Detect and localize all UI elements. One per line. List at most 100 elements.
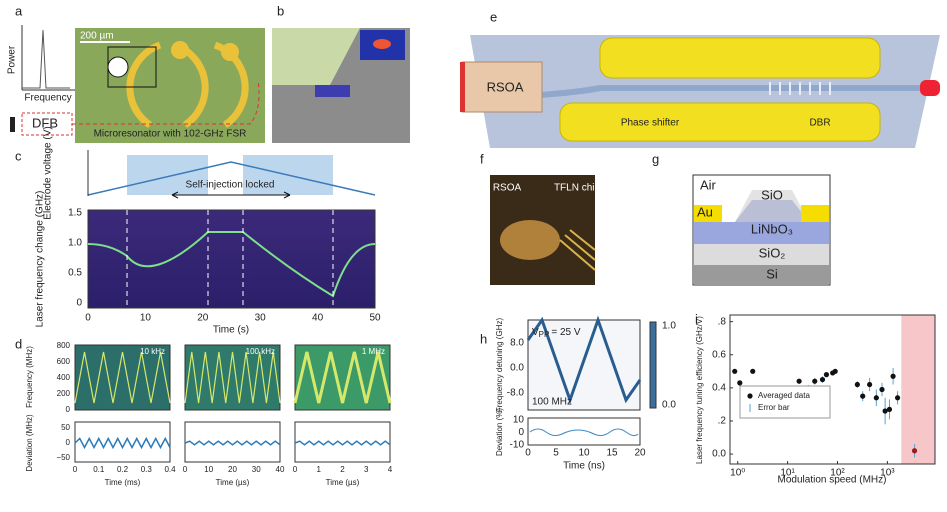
trace (74, 351, 171, 404)
rsoa-facet (460, 62, 465, 112)
panel-label: h (480, 331, 487, 346)
shaded-region (901, 315, 935, 464)
panel-label: f (480, 151, 484, 166)
panel-label: c (15, 148, 22, 163)
axis-label: Time (s) (213, 325, 249, 336)
tick-label: 0 (85, 313, 91, 324)
axes (729, 314, 936, 465)
legend-label: Averaged data (758, 391, 810, 400)
lock-region (127, 155, 208, 195)
deviation-trace (74, 436, 171, 450)
layer-label: SiO₂ (759, 245, 786, 260)
annotation: Self-injection locked (186, 180, 275, 191)
rsoa-chip (461, 61, 543, 113)
point (819, 376, 826, 383)
point (750, 368, 756, 374)
tick-label: 0 (525, 448, 531, 459)
axis-label: Time (µs) (326, 478, 360, 487)
tick-label: 20 (634, 448, 646, 459)
sem-layer (272, 28, 360, 85)
axis-label: Time (ms) (105, 478, 141, 487)
trace (526, 315, 642, 405)
axis-label: Frequency (24, 93, 71, 104)
point (873, 395, 879, 401)
axis-label: Frequency detuning (GHz) (495, 318, 504, 413)
axis-label: Time (µs) (216, 478, 250, 487)
tick-label: -8.0 (507, 388, 525, 399)
legend-marker (747, 393, 753, 399)
tick-label: 600 (57, 357, 71, 366)
panel-label: e (490, 9, 497, 24)
trace (184, 351, 281, 404)
tick-label: 0.4 (712, 382, 726, 393)
axis-label: Deviation (%) (495, 408, 504, 456)
layer-sio (735, 190, 809, 222)
tick-label: 0.0 (712, 449, 726, 460)
point (886, 406, 893, 412)
tick-label: 1.5 (68, 208, 82, 219)
tick-label: 0.5 (68, 268, 82, 279)
tick-label: 0 (66, 438, 71, 447)
axis-label: Electrode voltage (V) (43, 126, 54, 219)
tick-label: 0 (66, 405, 71, 414)
axis-label: Power (7, 45, 18, 74)
point (879, 386, 885, 393)
tick-label: 0 (183, 465, 188, 474)
axis-label: Laser frequency tuning efficiency (GHz/V… (695, 316, 704, 464)
voltage-ramp (87, 161, 376, 196)
point (737, 380, 743, 386)
tick-label: 1 (317, 465, 322, 474)
au-right (801, 205, 829, 222)
deviation-trace (529, 428, 639, 437)
tick-label: 20 (228, 465, 237, 474)
dashes (126, 210, 334, 308)
panel-label: a (15, 3, 23, 18)
tick-label: 10 (578, 448, 590, 459)
source (107, 56, 129, 78)
tick-label: 10 (140, 313, 152, 324)
caption: Microresonator with 102-GHz FSR (94, 129, 247, 140)
layer-label: LiNbO₃ (751, 221, 793, 236)
tick-label: 10 (204, 465, 213, 474)
axis-label: Modulation speed (MHz) (778, 475, 887, 486)
tick-label: 1.0 (68, 238, 82, 249)
photo-label: RSOA (493, 183, 522, 194)
deviation-trace (294, 440, 391, 446)
rsoa-label: RSOA (487, 79, 524, 94)
point (823, 372, 830, 378)
annotation: 100 MHz (532, 397, 572, 408)
tick-label: 400 (57, 373, 71, 382)
annotation: VPP = 25 V (532, 327, 581, 339)
tick-label: 15 (606, 448, 618, 459)
tick-label: 0.3 (141, 465, 153, 474)
tick-label: .2 (718, 416, 727, 427)
tick-label: 0.0 (662, 400, 676, 411)
layer-label: SiO (761, 187, 783, 202)
heatmap (74, 344, 171, 411)
tick-label: 4 (388, 465, 393, 474)
tick-label: 5 (553, 448, 559, 459)
pad (221, 43, 239, 61)
axis-label: Time (ns) (563, 461, 605, 472)
tick-label: 200 (57, 389, 71, 398)
point (890, 373, 896, 379)
panel-label: d (15, 336, 22, 351)
photo-label: TFLN chip (554, 183, 601, 194)
point (911, 448, 918, 454)
grating (769, 82, 831, 95)
tick-label: 50 (369, 313, 381, 324)
colorbar (649, 321, 657, 409)
tag: 10 kHz (140, 347, 165, 356)
point (867, 381, 873, 388)
legend-label: Error bar (758, 403, 790, 412)
panel-label: b (277, 3, 284, 18)
tick-label: .8 (718, 316, 727, 327)
trace (293, 351, 392, 404)
arrow (171, 191, 291, 199)
label: Phase shifter (621, 118, 680, 129)
layer-label: Air (700, 177, 717, 192)
point (796, 378, 802, 384)
point (860, 393, 866, 399)
spectrum (22, 29, 70, 89)
